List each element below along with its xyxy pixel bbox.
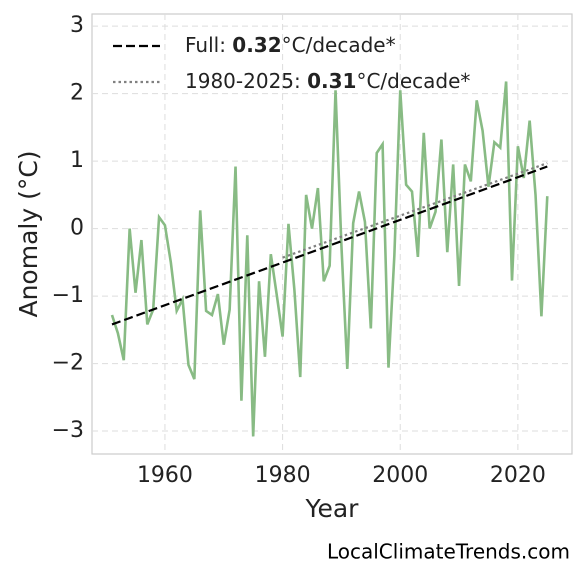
x-tick-label: 2000 [372,463,428,488]
x-tick-label: 2020 [490,463,546,488]
y-tick-label: −3 [52,418,84,443]
y-tick-label: 2 [70,81,84,106]
x-tick-label: 1980 [255,463,311,488]
x-axis-label: Year [305,494,360,523]
y-tick-label: −1 [52,283,84,308]
legend-text: °C/decade* [282,33,396,57]
legend-text: Full: [185,33,232,57]
footer: LocalClimateTrends.com [327,540,570,564]
y-axis-label: Anomaly (°C) [14,150,43,317]
y-tick-label: 3 [70,13,84,38]
y-tick-label: 0 [70,216,84,241]
legend-text: 1980-2025: [185,69,307,93]
y-tick-label: −2 [52,351,84,376]
legend-label: 1980-2025: 0.31°C/decade* [185,69,470,93]
data-line [110,81,549,437]
legend-text: 0.32 [232,33,281,57]
trend-line [111,165,548,326]
grid [92,14,572,454]
x-tick-label: 1960 [137,463,193,488]
legend-label: Full: 0.32°C/decade* [185,33,396,57]
legend-text: 0.31 [307,69,356,93]
legend-text: °C/decade* [356,69,470,93]
y-tick-label: 1 [70,148,84,173]
